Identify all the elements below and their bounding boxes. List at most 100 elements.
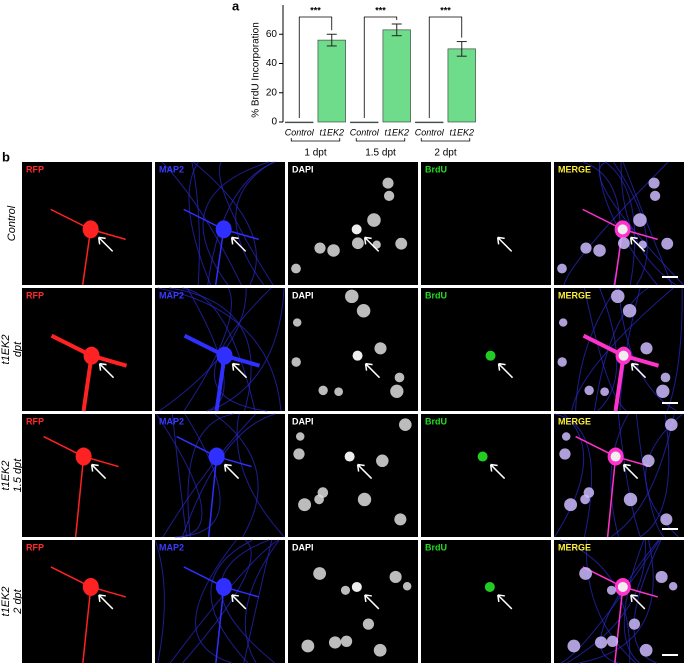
channel-label: DAPI [292, 542, 314, 552]
image-background [288, 162, 418, 285]
soma [82, 220, 99, 239]
arrow [97, 236, 114, 252]
soma [216, 346, 233, 365]
y-tick-label: 40 [266, 58, 278, 69]
bar [285, 121, 314, 124]
soma [82, 577, 99, 596]
dendrite [560, 539, 661, 664]
nucleus [383, 190, 395, 202]
row-label: t1EK2 [0, 587, 12, 617]
error-bar [326, 33, 337, 47]
channel-label: DAPI [292, 416, 314, 426]
image-background [155, 540, 285, 663]
nucleus [295, 432, 305, 441]
nucleus [301, 639, 315, 653]
significance-bracket [363, 16, 398, 118]
x-tick-label: t1EK2 [449, 127, 474, 137]
nucleus [628, 618, 641, 630]
dendrite [623, 539, 645, 664]
arrow [622, 463, 639, 480]
arrow [630, 594, 646, 610]
channel-label: DAPI [292, 290, 314, 300]
image-panel: DAPI [288, 162, 418, 285]
dendrite [207, 161, 276, 286]
nucleus [584, 385, 594, 396]
nucleus [618, 350, 629, 361]
channel-label: MAP2 [159, 164, 184, 174]
dendrite [554, 413, 593, 538]
image-panel: RFP [22, 288, 152, 412]
nucleus [340, 585, 351, 595]
panel-label: b [2, 149, 10, 164]
nucleus [340, 635, 353, 647]
image-panel: MAP2 [155, 161, 285, 286]
dendrite [174, 413, 221, 538]
channel-label: BrdU [425, 290, 447, 300]
dendrite [599, 539, 659, 664]
dendrite [584, 287, 627, 412]
nucleus [638, 240, 647, 249]
dendrite [610, 413, 629, 538]
dendrite [635, 413, 665, 538]
nucleus [328, 636, 342, 649]
channel-label: MERGE [558, 542, 591, 552]
dendrite [244, 539, 280, 664]
dendrite [639, 413, 670, 538]
error-bar [391, 23, 402, 37]
image-panel: MERGE [554, 413, 684, 538]
image-background [22, 540, 152, 663]
channel-label: RFP [26, 164, 44, 174]
image-background [421, 162, 551, 285]
nucleus [394, 372, 405, 383]
image-background [155, 414, 285, 537]
nucleus [394, 513, 407, 526]
dendrite [193, 161, 257, 286]
arrow [230, 236, 247, 252]
dendrite [597, 287, 618, 412]
nucleus [594, 636, 608, 649]
dendrite [161, 161, 242, 286]
nucleus [399, 418, 412, 431]
dendrite [182, 539, 252, 664]
channel-label: MERGE [558, 416, 591, 426]
nucleus [357, 492, 372, 507]
nucleus [334, 387, 343, 397]
dendrite [183, 287, 232, 412]
group-bracket [290, 138, 341, 142]
nucleus [351, 224, 362, 235]
nucleus [367, 213, 381, 227]
dendrite [585, 539, 637, 664]
channel-label: MERGE [558, 290, 591, 300]
brdu-nucleus [477, 451, 488, 462]
dendrite [554, 413, 585, 538]
nucleus [567, 639, 581, 653]
arrow [98, 594, 114, 610]
nucleus [293, 448, 305, 460]
image-background [421, 540, 551, 663]
arrow [629, 236, 646, 252]
nucleus [593, 244, 606, 257]
row-label: 1.5 dpt [12, 458, 24, 493]
x-tick-label: Control [350, 127, 380, 137]
row-label: dpt [12, 341, 24, 357]
nucleus [351, 581, 362, 592]
dendrite [617, 413, 641, 538]
image-panel: RFP [22, 414, 152, 538]
y-axis-label: % BrdU Incorporation [251, 22, 262, 118]
dendrite [182, 287, 256, 412]
nucleus [376, 454, 389, 468]
nucleus [374, 342, 387, 355]
channel-label: BrdU [425, 416, 447, 426]
arrow [90, 463, 107, 480]
channel-label: BrdU [425, 164, 447, 174]
nucleus [313, 567, 327, 580]
nucleus [558, 318, 568, 327]
soma [75, 447, 92, 466]
image-panel: MAP2 [155, 287, 285, 412]
nucleus [317, 487, 329, 498]
image-background [421, 414, 551, 537]
nucleus [395, 237, 408, 250]
dendrite [169, 287, 252, 412]
soma [215, 220, 232, 239]
